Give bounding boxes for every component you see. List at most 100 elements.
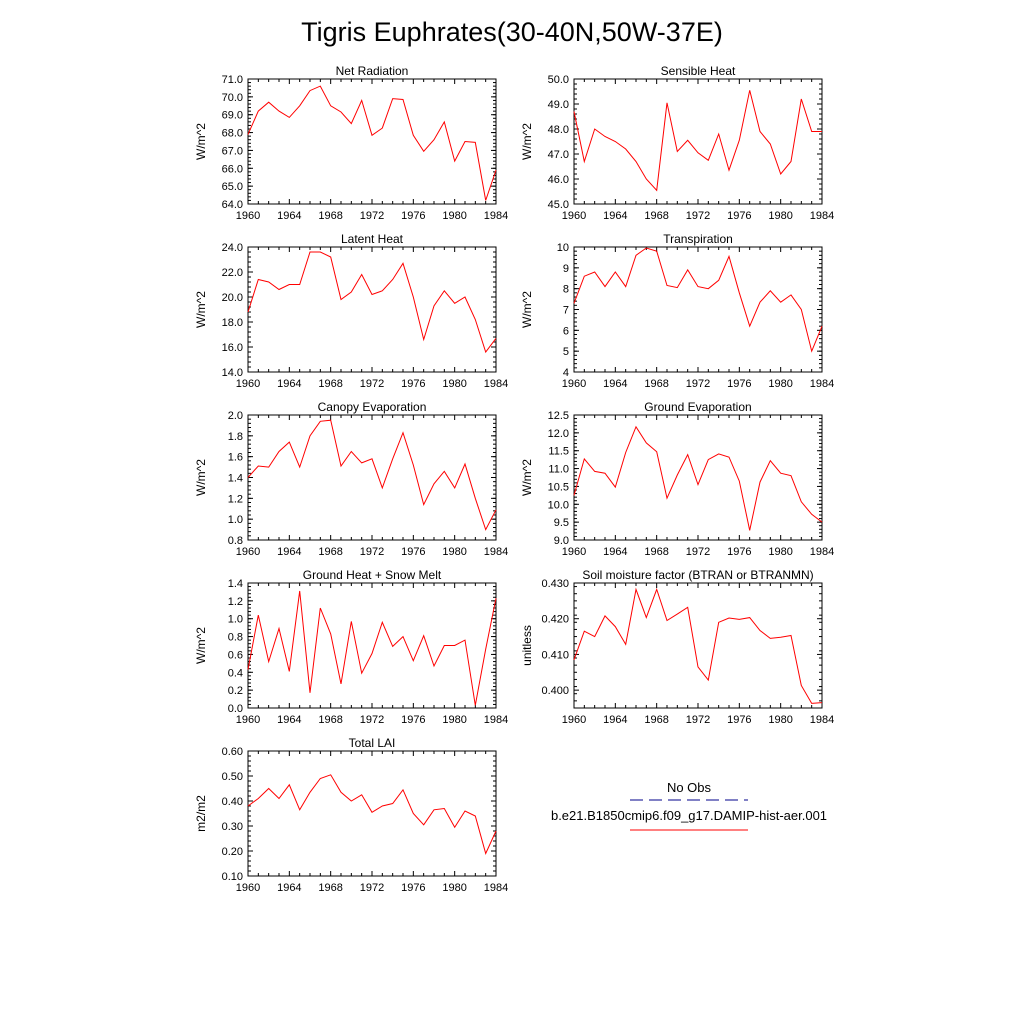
y-tick-label: 71.0 <box>222 74 243 86</box>
y-tick-label: 69.0 <box>222 110 243 122</box>
x-tick-label: 1972 <box>360 882 384 894</box>
series-line <box>247 774 497 855</box>
y-tick-label: 68.0 <box>222 128 243 140</box>
y-tick-label: 5 <box>563 346 569 358</box>
y-tick-label: 64.0 <box>222 199 243 211</box>
x-tick-label: 1968 <box>644 546 668 558</box>
x-tick-label: 1976 <box>727 714 751 726</box>
panel-title: Soil moisture factor (BTRAN or BTRANMN) <box>582 568 813 582</box>
plot-frame <box>573 414 823 541</box>
y-axis-label: W/m^2 <box>520 123 534 160</box>
x-tick-label: 1984 <box>810 714 834 726</box>
panels: Net Radiation 1960 1964 1968 1972 1976 1980 198… <box>194 64 834 894</box>
y-tick-label: 66.0 <box>222 163 243 175</box>
panel-title: Ground Evaporation <box>644 400 751 414</box>
panel-title: Transpiration <box>663 232 733 246</box>
y-tick-label: 0.430 <box>541 578 569 590</box>
y-tick-label: 0.8 <box>228 535 243 547</box>
x-tick-label: 1964 <box>603 210 627 222</box>
y-tick-label: 9.5 <box>554 517 569 529</box>
panel-5: Canopy Evaporation 1960 1964 1968 1972 1976 19… <box>194 400 508 558</box>
plot-frame <box>247 246 497 373</box>
x-tick-label: 1980 <box>768 210 792 222</box>
x-tick-label: 1980 <box>768 378 792 390</box>
y-tick-label: 11.0 <box>548 464 569 476</box>
y-tick-label: 1.4 <box>228 473 243 485</box>
y-tick-label: 47.0 <box>548 149 569 161</box>
y-tick-label: 0.4 <box>228 667 243 679</box>
y-tick-label: 18.0 <box>222 317 243 329</box>
y-tick-label: 20.0 <box>222 292 243 304</box>
y-axis-label: W/m^2 <box>194 459 208 496</box>
x-tick-label: 1972 <box>686 378 710 390</box>
y-tick-label: 50.0 <box>548 74 569 86</box>
y-tick-label: 0.400 <box>541 685 569 697</box>
x-tick-label: 1972 <box>360 378 384 390</box>
y-tick-label: 7 <box>563 305 569 317</box>
x-tick-label: 1980 <box>442 714 466 726</box>
panel-9: Total LAI 1960 1964 1968 1972 1976 1980 1984 0.1… <box>194 736 508 894</box>
y-tick-label: 0.60 <box>222 746 243 758</box>
y-tick-label: 45.0 <box>548 199 569 211</box>
series-line <box>247 590 497 706</box>
x-tick-label: 1980 <box>442 546 466 558</box>
series-line <box>573 247 823 353</box>
panel-3: Latent Heat 1960 1964 1968 1972 1976 1980 1984 1… <box>194 232 508 390</box>
y-tick-label: 49.0 <box>548 99 569 111</box>
legend: No Obs b.e21.B1850cmip6.f09_g17.DAMIP-hi… <box>551 780 827 831</box>
y-tick-label: 1.4 <box>228 578 243 590</box>
legend-model-label: b.e21.B1850cmip6.f09_g17.DAMIP-hist-aer.… <box>551 808 827 823</box>
y-tick-label: 0.0 <box>228 703 243 715</box>
series-line <box>573 587 823 704</box>
panel-6: Ground Evaporation 1960 1964 1968 1972 1976 19… <box>520 400 834 558</box>
y-tick-label: 0.20 <box>222 846 243 858</box>
panel-title: Ground Heat + Snow Melt <box>303 568 442 582</box>
x-tick-label: 1984 <box>484 210 508 222</box>
panel-title: Total LAI <box>349 736 396 750</box>
x-tick-label: 1968 <box>644 714 668 726</box>
x-tick-label: 1984 <box>484 378 508 390</box>
y-tick-label: 0.10 <box>222 871 243 883</box>
y-tick-label: 67.0 <box>222 145 243 157</box>
y-tick-label: 6 <box>563 325 569 337</box>
x-tick-label: 1968 <box>318 378 342 390</box>
x-tick-label: 1964 <box>277 882 301 894</box>
legend-obs-label: No Obs <box>667 780 712 795</box>
x-tick-label: 1972 <box>360 714 384 726</box>
panel-title: Net Radiation <box>336 64 409 78</box>
y-axis-label: m2/m2 <box>194 795 208 832</box>
y-axis-label: W/m^2 <box>194 627 208 664</box>
x-tick-label: 1984 <box>810 378 834 390</box>
plot-frame <box>573 246 823 373</box>
x-tick-label: 1968 <box>644 210 668 222</box>
x-tick-label: 1984 <box>484 882 508 894</box>
series-line <box>247 85 497 201</box>
y-tick-label: 0.40 <box>222 796 243 808</box>
y-axis-label: unitless <box>520 625 534 666</box>
y-tick-label: 22.0 <box>222 267 243 279</box>
y-tick-label: 0.410 <box>541 649 569 661</box>
plot-frame <box>247 78 497 205</box>
x-tick-label: 1976 <box>401 546 425 558</box>
x-tick-label: 1980 <box>442 882 466 894</box>
x-tick-label: 1960 <box>236 882 260 894</box>
y-tick-label: 4 <box>563 367 569 379</box>
y-tick-label: 70.0 <box>222 92 243 104</box>
x-tick-label: 1968 <box>318 882 342 894</box>
y-tick-label: 0.6 <box>228 649 243 661</box>
panel-2: Sensible Heat 1960 1964 1968 1972 1976 1980 198… <box>520 64 834 222</box>
x-tick-label: 1976 <box>727 210 751 222</box>
x-tick-label: 1964 <box>277 378 301 390</box>
y-tick-label: 9 <box>563 263 569 275</box>
panel-8: Soil moisture factor (BTRAN or BTRANMN) 1… <box>520 568 834 726</box>
series-line <box>247 251 497 354</box>
y-tick-label: 0.50 <box>222 771 243 783</box>
x-tick-label: 1984 <box>484 714 508 726</box>
panel-4: Transpiration 1960 1964 1968 1972 1976 1980 198… <box>520 232 834 390</box>
y-tick-label: 10.0 <box>548 499 569 511</box>
plot-frame <box>247 582 497 709</box>
y-tick-label: 0.2 <box>228 685 243 697</box>
panel-1: Net Radiation 1960 1964 1968 1972 1976 1980 198… <box>194 64 508 222</box>
x-tick-label: 1972 <box>686 546 710 558</box>
